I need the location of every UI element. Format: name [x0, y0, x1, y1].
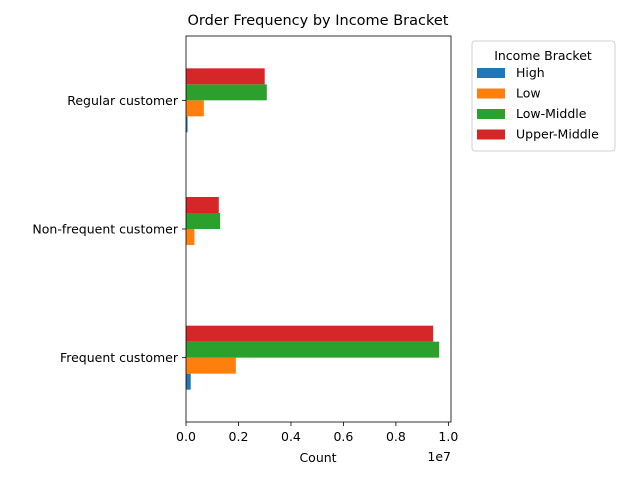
y-tick-label: Regular customer	[67, 93, 179, 108]
bar-low-0	[186, 357, 236, 374]
bar-upper-middle-1	[186, 197, 219, 213]
y-tick-label: Non-frequent customer	[32, 222, 178, 237]
x-tick-label: 0.6	[333, 429, 353, 444]
legend: Income Bracket High Low Low-Middle Upper-Mi…	[471, 40, 616, 152]
bar-low-2	[186, 100, 204, 117]
legend-swatch	[477, 109, 505, 119]
x-axis-label: Count	[299, 450, 336, 465]
legend-label: Low	[516, 86, 541, 101]
bar-upper-middle-2	[186, 68, 265, 85]
bar-low-middle-1	[186, 213, 221, 229]
x-tick-label: 0.0	[176, 429, 196, 444]
bar-high-2	[186, 116, 188, 133]
x-tick-label: 1.0	[438, 429, 458, 444]
plot-area	[186, 68, 440, 390]
legend-swatch	[477, 68, 505, 78]
legend-frame	[471, 40, 616, 152]
bar-upper-middle-0	[186, 325, 434, 342]
bar-low-middle-2	[186, 84, 267, 101]
y-axis: Frequent customer Non-frequent customer Re…	[32, 93, 186, 365]
bar-low-1	[186, 229, 195, 245]
legend-label: High	[516, 65, 545, 80]
x-tick-label: 0.8	[386, 429, 406, 444]
bar-high-0	[186, 373, 191, 390]
y-tick-label: Frequent customer	[60, 350, 179, 365]
x-axis: 0.0 0.2 0.4 0.6 0.8 1.0	[176, 422, 458, 444]
bar-low-middle-0	[186, 341, 440, 358]
legend-swatch	[477, 129, 505, 140]
legend-label: Upper-Middle	[516, 127, 599, 142]
legend-swatch	[477, 88, 505, 99]
chart-title: Order Frequency by Income Bracket	[188, 13, 449, 29]
legend-label: Low-Middle	[516, 106, 587, 121]
x-offset-label: 1e7	[427, 449, 451, 464]
x-tick-label: 0.4	[281, 429, 301, 444]
x-tick-label: 0.2	[229, 429, 249, 444]
legend-title: Income Bracket	[494, 48, 592, 63]
